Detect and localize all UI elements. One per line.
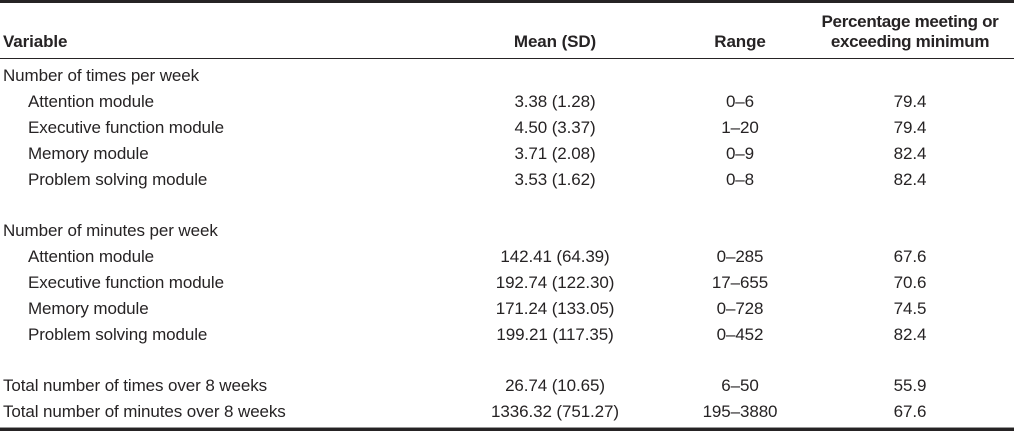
table-body: Number of times per week Attention modul… bbox=[0, 59, 1014, 425]
mean-sd-cell: 4.50 (3.37) bbox=[514, 118, 596, 138]
table-row: Memory module 171.24 (133.05) 0–728 74.5 bbox=[0, 296, 1014, 322]
mean-sd-cell: 3.53 (1.62) bbox=[514, 170, 596, 190]
percentage-cell: 82.4 bbox=[893, 325, 927, 345]
section-header-label: Number of minutes per week bbox=[3, 221, 218, 241]
table-row: Attention module 3.38 (1.28) 0–6 79.4 bbox=[0, 89, 1014, 115]
percentage-cell: 82.4 bbox=[893, 170, 927, 190]
range-cell: 0–285 bbox=[716, 247, 764, 267]
mean-sd-cell: 171.24 (133.05) bbox=[495, 299, 615, 319]
table-header-row: Variable Mean (SD) Range Percentage meet… bbox=[0, 3, 1014, 60]
range-cell: 0–9 bbox=[725, 144, 755, 164]
variable-cell: Executive function module bbox=[28, 118, 224, 138]
variable-cell: Total number of minutes over 8 weeks bbox=[3, 402, 286, 422]
percentage-cell: 82.4 bbox=[893, 144, 927, 164]
mean-sd-cell: 192.74 (122.30) bbox=[495, 273, 615, 293]
variable-cell: Memory module bbox=[28, 144, 149, 164]
variable-cell: Attention module bbox=[28, 247, 154, 267]
variable-cell: Executive function module bbox=[28, 273, 224, 293]
table-row: Problem solving module 199.21 (117.35) 0… bbox=[0, 322, 1014, 348]
percentage-cell: 70.6 bbox=[893, 273, 927, 293]
percentage-cell: 79.4 bbox=[893, 92, 927, 112]
percentage-cell: 79.4 bbox=[893, 118, 927, 138]
mean-sd-cell: 3.38 (1.28) bbox=[514, 92, 596, 112]
variable-cell: Memory module bbox=[28, 299, 149, 319]
mean-sd-cell: 26.74 (10.65) bbox=[505, 376, 605, 396]
table-row: Executive function module 192.74 (122.30… bbox=[0, 270, 1014, 296]
total-row: Total number of times over 8 weeks 26.74… bbox=[0, 373, 1014, 399]
variable-cell: Attention module bbox=[28, 92, 154, 112]
section-header-row: Number of times per week bbox=[0, 63, 1014, 89]
range-cell: 0–8 bbox=[725, 170, 755, 190]
table-row: Memory module 3.71 (2.08) 0–9 82.4 bbox=[0, 141, 1014, 167]
mean-sd-cell: 199.21 (117.35) bbox=[496, 325, 614, 345]
percentage-cell: 67.6 bbox=[893, 402, 927, 422]
percentage-cell: 67.6 bbox=[893, 247, 927, 267]
range-cell: 195–3880 bbox=[702, 402, 778, 422]
column-header-percentage: Percentage meeting or exceeding minimum bbox=[821, 12, 999, 51]
range-cell: 0–452 bbox=[716, 325, 764, 345]
total-row: Total number of minutes over 8 weeks 133… bbox=[0, 399, 1014, 425]
range-cell: 17–655 bbox=[711, 273, 769, 293]
section-header-label: Number of times per week bbox=[3, 66, 200, 86]
table-row: Problem solving module 3.53 (1.62) 0–8 8… bbox=[0, 167, 1014, 193]
column-header-variable: Variable bbox=[3, 31, 68, 51]
range-cell: 0–6 bbox=[725, 92, 755, 112]
range-cell: 6–50 bbox=[721, 376, 759, 396]
table-row: Attention module 142.41 (64.39) 0–285 67… bbox=[0, 244, 1014, 270]
table-row: Executive function module 4.50 (3.37) 1–… bbox=[0, 115, 1014, 141]
variable-cell: Problem solving module bbox=[28, 170, 208, 190]
mean-sd-cell: 142.41 (64.39) bbox=[500, 247, 610, 267]
column-header-range: Range bbox=[714, 31, 766, 51]
mean-sd-cell: 3.71 (2.08) bbox=[514, 144, 596, 164]
top-rule bbox=[0, 0, 1014, 3]
bottom-rule bbox=[0, 427, 1014, 431]
range-cell: 0–728 bbox=[716, 299, 764, 319]
percentage-cell: 74.5 bbox=[893, 299, 927, 319]
range-cell: 1–20 bbox=[721, 118, 759, 138]
column-header-percentage-wrap: Percentage meeting or exceeding minimum bbox=[820, 12, 1014, 51]
percentage-cell: 55.9 bbox=[893, 376, 927, 396]
variable-cell: Total number of times over 8 weeks bbox=[3, 376, 267, 396]
variable-cell: Problem solving module bbox=[28, 325, 208, 345]
section-header-row: Number of minutes per week bbox=[0, 218, 1014, 244]
column-header-mean-sd: Mean (SD) bbox=[513, 31, 597, 51]
mean-sd-cell: 1336.32 (751.27) bbox=[491, 402, 619, 422]
